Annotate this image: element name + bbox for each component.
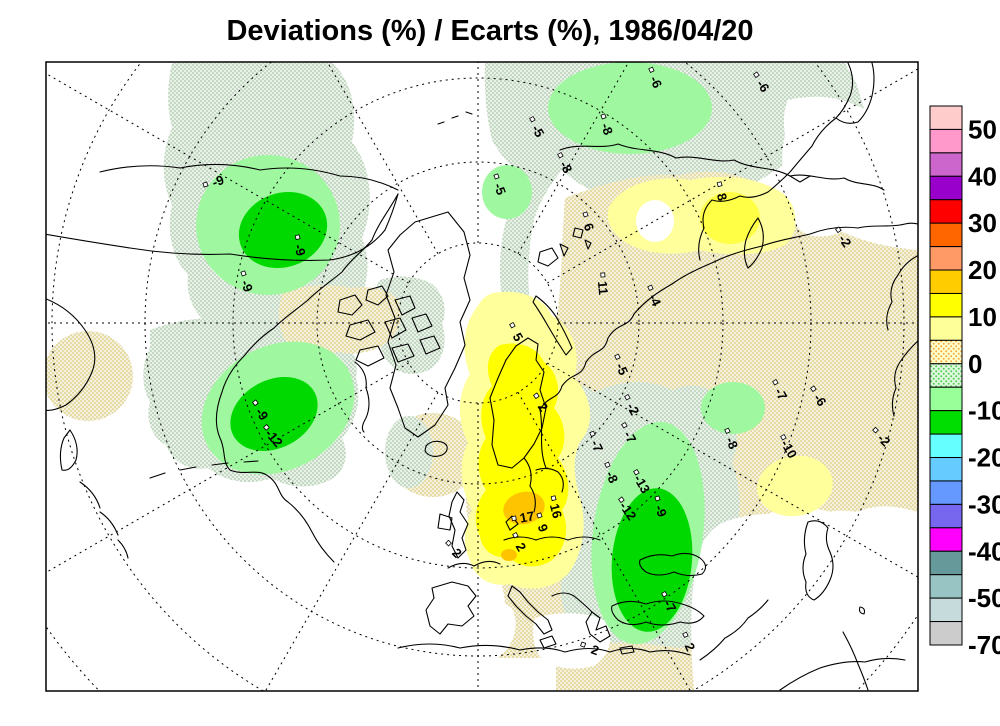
contour-label: -9 — [238, 270, 256, 294]
legend-tick-label: -50 — [968, 583, 1000, 613]
legend-segment — [929, 152, 963, 177]
plus15-core-small — [501, 549, 517, 561]
svg-text:-8: -8 — [723, 435, 741, 452]
legend-segment — [929, 363, 963, 388]
svg-text:16: 16 — [547, 502, 565, 520]
svg-text:-9: -9 — [652, 503, 670, 519]
scandinavia-yellow-band — [475, 343, 569, 567]
contour-label: 8 — [714, 181, 730, 203]
page-title: Deviations (%) / Ecarts (%), 1986/04/20 — [226, 15, 753, 47]
svg-text:9: 9 — [535, 522, 552, 534]
legend-tick-label: -40 — [968, 536, 1000, 566]
svg-text:2: 2 — [589, 642, 601, 659]
contour-label-layer: -9-9-9-9-12-5-5-6-8-88611-4-6-252-5-2-7-… — [202, 66, 893, 659]
svg-text:-9: -9 — [238, 278, 256, 294]
svg-text:17: 17 — [519, 508, 536, 525]
legend-segment — [929, 574, 963, 599]
svg-text:6: 6 — [581, 221, 598, 233]
contour-label: -7 — [588, 430, 606, 455]
legend-tick-label: 40 — [968, 161, 997, 191]
legend-segment — [929, 480, 963, 505]
legend-segment — [929, 503, 963, 529]
legend-segment — [929, 175, 963, 201]
svg-text:-9: -9 — [210, 172, 226, 190]
legend-tick-label: 10 — [968, 302, 997, 332]
legend-segment — [929, 316, 963, 341]
white-hole-in-yellow — [636, 200, 674, 242]
legend-tick-label: -30 — [968, 489, 1000, 519]
contour-label: 2 — [580, 641, 601, 659]
contour-label: -8 — [723, 427, 741, 452]
iceland-region-green-dots — [385, 416, 433, 488]
coastlines — [46, 62, 918, 691]
legend-segment — [929, 269, 963, 294]
svg-text:-9: -9 — [291, 242, 308, 257]
minus10-to-minus15-regions — [230, 191, 693, 632]
siberia-yellow-core — [700, 192, 760, 244]
legend-tick-label: -10 — [968, 396, 1000, 426]
contour-label: -5 — [491, 173, 509, 197]
no-anomaly-white-regions — [390, 63, 918, 691]
legend-segment — [929, 292, 963, 318]
legend-tick-label: 20 — [968, 255, 997, 285]
legend-segment — [929, 550, 963, 576]
contour-label: 16 — [547, 495, 565, 520]
legend-segment — [929, 410, 963, 435]
svg-text:-7: -7 — [588, 438, 606, 455]
legend-segment — [929, 105, 963, 130]
legend-segment — [929, 457, 963, 482]
legend-segment — [929, 386, 963, 412]
svg-text:11: 11 — [595, 280, 611, 295]
contour-label: -9 — [202, 172, 226, 190]
legend-segment — [929, 597, 963, 623]
contour-label: 11 — [595, 272, 611, 296]
legend-segment — [929, 222, 963, 248]
legend-segment — [929, 433, 963, 459]
contour-label: 17 — [511, 508, 536, 526]
caspian-north-yellow-blob — [757, 455, 833, 517]
contour-label: -8 — [598, 113, 616, 137]
svg-text:-8: -8 — [598, 121, 616, 137]
svg-text:-5: -5 — [491, 181, 509, 197]
contour-label: -8 — [603, 461, 621, 486]
contour-label: 9 — [535, 512, 552, 534]
legend-segment — [929, 339, 963, 365]
legend-tick-label: -20 — [968, 443, 1000, 473]
map-border — [45, 61, 919, 692]
svg-text:-6: -6 — [647, 74, 665, 91]
legend-tick-label: 0 — [968, 349, 982, 379]
legend-segment — [929, 527, 963, 552]
color-scale-legend: 50 40 30 20 10 0 -10 -20 -30 -40 -50 -70 — [929, 105, 1000, 660]
legend-tick-label: 50 — [968, 114, 997, 144]
contour-label: -6 — [647, 66, 665, 91]
contour-label: -9 — [291, 234, 309, 258]
svg-text:-5: -5 — [613, 361, 631, 378]
legend-segment — [929, 199, 963, 224]
contour-label: -5 — [613, 353, 631, 378]
legend-tick-label: 30 — [968, 208, 997, 238]
legend-segment — [929, 128, 963, 154]
contour-label: -9 — [652, 495, 670, 519]
svg-text:-8: -8 — [603, 469, 621, 486]
legend-segment — [929, 621, 963, 646]
legend-segment — [929, 246, 963, 271]
legend-tick-label: -70 — [968, 630, 1000, 660]
contour-label: 6 — [581, 211, 598, 233]
svg-text:8: 8 — [714, 192, 730, 203]
